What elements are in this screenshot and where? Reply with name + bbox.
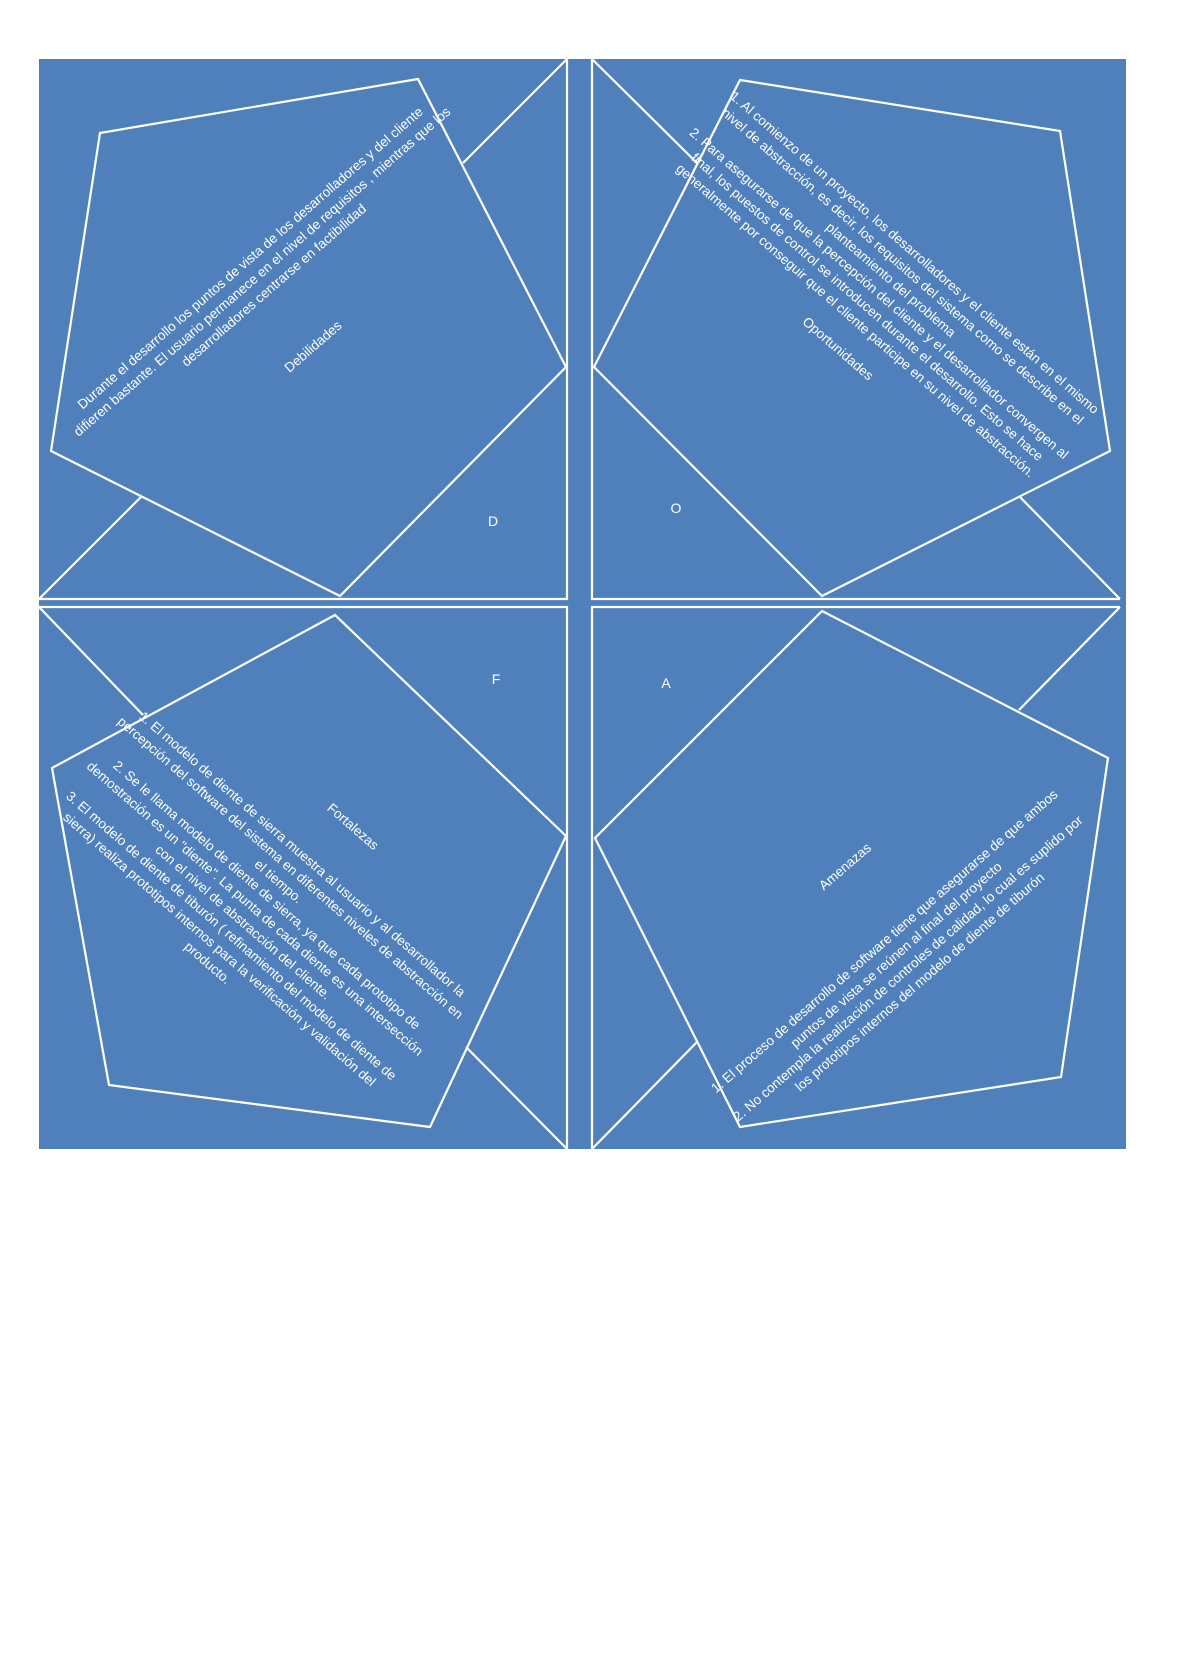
amenazas-pentagon (593, 609, 1110, 1129)
fortalezas-letter: F (492, 671, 501, 687)
debilidades-pentagon (49, 77, 568, 598)
diagram-background (39, 59, 1126, 1149)
corner-diagonals (38, 58, 1121, 1150)
fortalezas-pentagon (50, 613, 568, 1129)
oportunidades-pentagon (592, 78, 1112, 598)
debilidades-letter: D (488, 513, 498, 529)
quadrant-borders (39, 59, 1120, 1149)
amenazas-letter: A (661, 675, 671, 691)
oportunidades-letter: O (671, 500, 682, 516)
